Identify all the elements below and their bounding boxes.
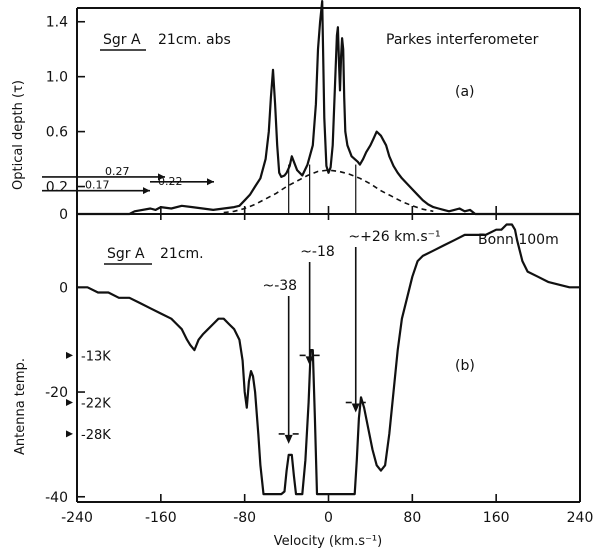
panel-b-velocity-label: ~+26 km.s⁻¹ — [348, 229, 440, 245]
panel-b-antenna-temp-line — [77, 223, 580, 496]
panel-b-instrument-label: Bonn 100m — [478, 232, 559, 248]
panel-a-dashed-gaussian-line — [223, 169, 434, 214]
panel-a-y-tick-label: 1.4 — [46, 15, 68, 31]
panel-a-line-label: 21cm. abs — [158, 32, 231, 48]
panel-b-k-marker-label: -28K — [81, 428, 111, 443]
x-tick-label: -160 — [145, 510, 177, 526]
panel-b-k-marker-arrowhead — [66, 430, 73, 438]
panel-b-y-tick-label: -20 — [45, 385, 68, 401]
panel-a-y-axis-title: Optical depth (τ) — [11, 80, 26, 190]
panel-a-y-ticks: 0 0.2 0.6 1.0 1.4 — [46, 15, 581, 223]
panel-a-022-arrow-head — [207, 178, 214, 186]
x-tick-label: 240 — [567, 510, 593, 526]
panel-a-source-label: Sgr A — [103, 32, 141, 48]
panel-b-k-marker-arrowhead — [66, 351, 73, 359]
panel-a-y-tick-label: 1.0 — [46, 70, 68, 86]
panel-a-absorption-line — [77, 0, 580, 216]
panel-b-y-tick-label: 0 — [59, 280, 68, 296]
panel-b-annotations: -13K -22K -28K ~-38 ~-18 ~+26 km.s⁻¹ — [66, 229, 441, 444]
x-axis-title: Velocity (km.s⁻¹) — [274, 534, 382, 549]
x-tick-label: 80 — [403, 510, 421, 526]
panel-b-y-tick-label: -40 — [45, 490, 68, 506]
panel-a-y-tick-label: 0.6 — [46, 125, 68, 141]
panel-a-y-tick-label: 0.2 — [46, 180, 68, 196]
panel-b-line-label: 21cm. — [160, 246, 204, 262]
panel-a-plot-area — [77, 0, 580, 216]
panel-b-k-marker-arrowhead — [66, 399, 73, 407]
x-tick-label: -80 — [233, 510, 256, 526]
panel-b-source-label: Sgr A — [107, 246, 145, 262]
panel-a-instrument-label: Parkes interferometer — [386, 32, 539, 48]
panel-b-ticks: 0 -20 -40 -240 -160 -80 0 80 160 240 — [45, 214, 593, 526]
panel-b-velocity-arrowhead — [284, 434, 293, 444]
panel-b-k-marker-label: -13K — [81, 349, 111, 364]
panel-a-letter: (a) — [455, 84, 475, 100]
panel-b-velocity-label: ~-18 — [300, 244, 335, 260]
panel-a-017-arrow-head — [143, 187, 150, 195]
panel-b-k-marker-label: -22K — [81, 397, 111, 412]
panel-a-017-label: 0.17 — [85, 179, 110, 192]
panel-a-022-label: 0.22 — [158, 175, 183, 188]
panel-a-y-tick-label: 0 — [59, 207, 68, 223]
x-tick-label: 0 — [324, 510, 333, 526]
panel-a-027-label: 0.27 — [105, 165, 130, 178]
panel-b-velocity-label: ~-38 — [262, 278, 297, 294]
panel-b-letter: (b) — [455, 358, 475, 374]
panel-b-y-axis-title: Antenna temp. — [13, 358, 28, 455]
panel-b-plot-area — [77, 223, 580, 496]
panel-b-velocity-arrowhead — [351, 403, 360, 413]
panel-b-velocity-arrowhead — [305, 356, 314, 366]
x-tick-label: 160 — [483, 510, 510, 526]
panel-a-027-arrow-head — [158, 173, 165, 181]
x-tick-label: -240 — [61, 510, 93, 526]
panel-a-annotations: 0.27 0.22 0.17 — [42, 164, 357, 214]
